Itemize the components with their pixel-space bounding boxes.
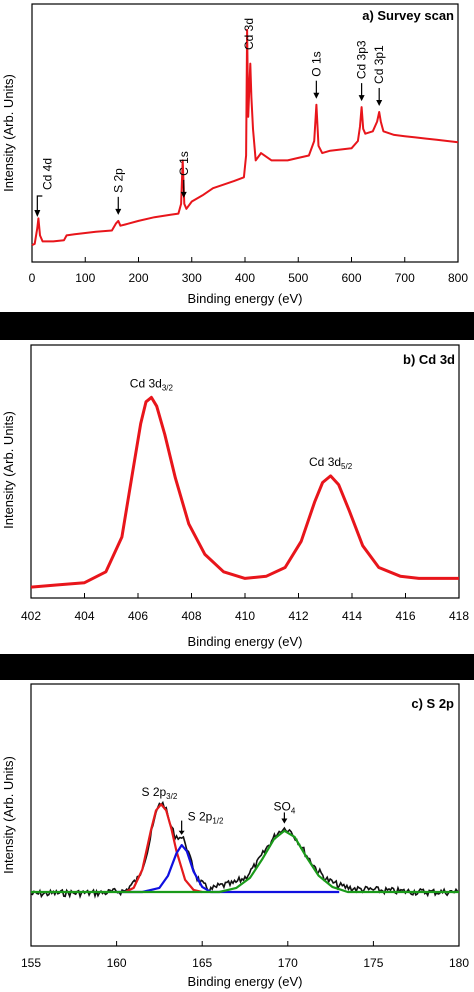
s2p-series-lines bbox=[30, 800, 459, 899]
s2p-x-axis-title: Binding energy (eV) bbox=[188, 974, 303, 989]
s2p-peak-label: S 2p3/2 bbox=[141, 785, 177, 801]
survey-x-tick-label: 0 bbox=[29, 271, 36, 285]
survey-annotation-label: O 1s bbox=[309, 51, 323, 76]
s2p-arrowhead bbox=[281, 818, 288, 824]
survey-annotation-label: C 1s bbox=[177, 151, 191, 176]
survey-annotation-label: Cd 3p3 bbox=[355, 40, 369, 79]
survey-annotation-label: Cd 3p1 bbox=[372, 45, 386, 84]
survey-arrow-cd4d bbox=[36, 195, 43, 214]
survey-x-tick-label: 800 bbox=[448, 271, 468, 285]
s2p-peak-label-subscript: 4 bbox=[291, 806, 296, 815]
cd3d-series-line bbox=[30, 395, 459, 589]
cd3d-title: b) Cd 3d bbox=[403, 352, 455, 367]
survey-x-tick-label: 500 bbox=[288, 271, 308, 285]
cd3d-peak-label-subscript: 3/2 bbox=[162, 383, 174, 392]
cd3d-x-tick-label: 402 bbox=[21, 609, 41, 623]
survey-chart: a) Survey scan 0 100 200 300 400 500 600 700 800… bbox=[1, 3, 468, 306]
s2p-x-tick-label: 165 bbox=[192, 956, 212, 970]
cd3d-x-tick-label: 408 bbox=[181, 609, 201, 623]
cd3d-x-tick-label: 406 bbox=[128, 609, 148, 623]
cd3d-x-tick-label: 416 bbox=[395, 609, 415, 623]
survey-annotations: Cd 4d S 2p C 1s Cd 3d O 1s Cd 3p3 Cd 3p1 bbox=[34, 18, 386, 217]
cd3d-plot-frame bbox=[30, 344, 460, 599]
survey-series-line bbox=[31, 28, 459, 247]
cd3d-peak-label-main: Cd 3d bbox=[309, 455, 341, 469]
chart-panel-s2p: c) S 2p 155 160 165 170 175 180 S 2p3/2 S 2p1/… bbox=[0, 680, 474, 992]
s2p-arrowhead bbox=[178, 830, 185, 835]
s2p-peak-label-subscript: 1/2 bbox=[212, 817, 224, 826]
s2p-peak-label-main: SO bbox=[273, 799, 290, 813]
cd3d-x-tick-label: 404 bbox=[74, 609, 94, 623]
s2p-peak-label: SO4 bbox=[273, 799, 295, 815]
cd3d-annotations: Cd 3d3/2Cd 3d5/2 bbox=[130, 376, 353, 470]
cd3d-peak-label: Cd 3d5/2 bbox=[309, 455, 353, 471]
s2p-peak-label-main: S 2p bbox=[188, 810, 213, 824]
s2p-title: c) S 2p bbox=[411, 696, 454, 711]
chart-panel-cd3d: b) Cd 3d 402 404 406 408 410 412 414 416 418 Cd … bbox=[0, 340, 474, 654]
s2p-x-tick-label: 170 bbox=[278, 956, 298, 970]
survey-arrowhead bbox=[376, 99, 383, 106]
survey-y-axis-title: Intensity (Arb. Units) bbox=[1, 74, 16, 192]
survey-arrowhead bbox=[313, 92, 320, 99]
survey-annotation-label: Cd 3d bbox=[242, 18, 256, 50]
survey-arrowhead-cd4d bbox=[34, 210, 41, 217]
cd3d-chart: b) Cd 3d 402 404 406 408 410 412 414 416 418 Cd … bbox=[1, 344, 469, 649]
s2p-x-tick-label: 155 bbox=[21, 956, 41, 970]
survey-x-tick-label: 100 bbox=[75, 271, 95, 285]
s2p-x-tick-label: 180 bbox=[449, 956, 469, 970]
s2p-peak-label-main: S 2p bbox=[141, 785, 166, 799]
survey-arrowhead bbox=[180, 191, 187, 198]
survey-x-tick-label: 200 bbox=[128, 271, 148, 285]
s2p-x-tick-label: 160 bbox=[107, 956, 127, 970]
survey-annotation-label: S 2p bbox=[111, 168, 125, 193]
survey-arrowhead bbox=[358, 95, 365, 102]
s2p-fit-s2p12-line bbox=[116, 844, 340, 894]
survey-x-tick-label: 600 bbox=[341, 271, 361, 285]
cd3d-peak-label-main: Cd 3d bbox=[130, 376, 162, 390]
s2p-x-tick-label: 175 bbox=[363, 956, 383, 970]
s2p-fit-baseline-so4-line bbox=[31, 829, 459, 894]
survey-x-axis-title: Binding energy (eV) bbox=[188, 291, 303, 306]
s2p-plot-frame bbox=[30, 683, 460, 947]
s2p-x-ticks: 155 160 165 170 175 180 bbox=[21, 941, 469, 970]
cd3d-x-ticks: 402 404 406 408 410 412 414 416 418 bbox=[21, 593, 469, 623]
cd3d-x-tick-label: 414 bbox=[342, 609, 362, 623]
s2p-chart: c) S 2p 155 160 165 170 175 180 S 2p3/2S 2p1/… bbox=[1, 683, 469, 989]
cd3d-y-axis-title: Intensity (Arb. Units) bbox=[1, 411, 16, 529]
cd3d-x-tick-label: 412 bbox=[288, 609, 308, 623]
survey-title: a) Survey scan bbox=[362, 8, 454, 23]
cd3d-x-tick-label: 410 bbox=[235, 609, 255, 623]
survey-x-ticks: 0 100 200 300 400 500 600 700 800 bbox=[29, 257, 468, 285]
survey-x-tick-label: 700 bbox=[395, 271, 415, 285]
cd3d-x-tick-label: 418 bbox=[449, 609, 469, 623]
chart-panel-survey: a) Survey scan 0 100 200 300 400 500 600 700 800… bbox=[0, 0, 474, 312]
s2p-fit-s2p32-line bbox=[124, 803, 203, 894]
cd3d-x-axis-title: Binding energy (eV) bbox=[188, 634, 303, 649]
s2p-peak-label-subscript: 3/2 bbox=[166, 792, 178, 801]
s2p-y-axis-title: Intensity (Arb. Units) bbox=[1, 756, 16, 874]
s2p-peak-label: S 2p1/2 bbox=[188, 810, 224, 826]
survey-annotation-label: Cd 4d bbox=[40, 158, 54, 190]
survey-arrowhead bbox=[115, 208, 122, 215]
cd3d-peak-label-subscript: 5/2 bbox=[341, 462, 353, 471]
survey-x-tick-label: 300 bbox=[182, 271, 202, 285]
survey-x-tick-label: 400 bbox=[235, 271, 255, 285]
cd3d-peak-label: Cd 3d3/2 bbox=[130, 376, 174, 392]
